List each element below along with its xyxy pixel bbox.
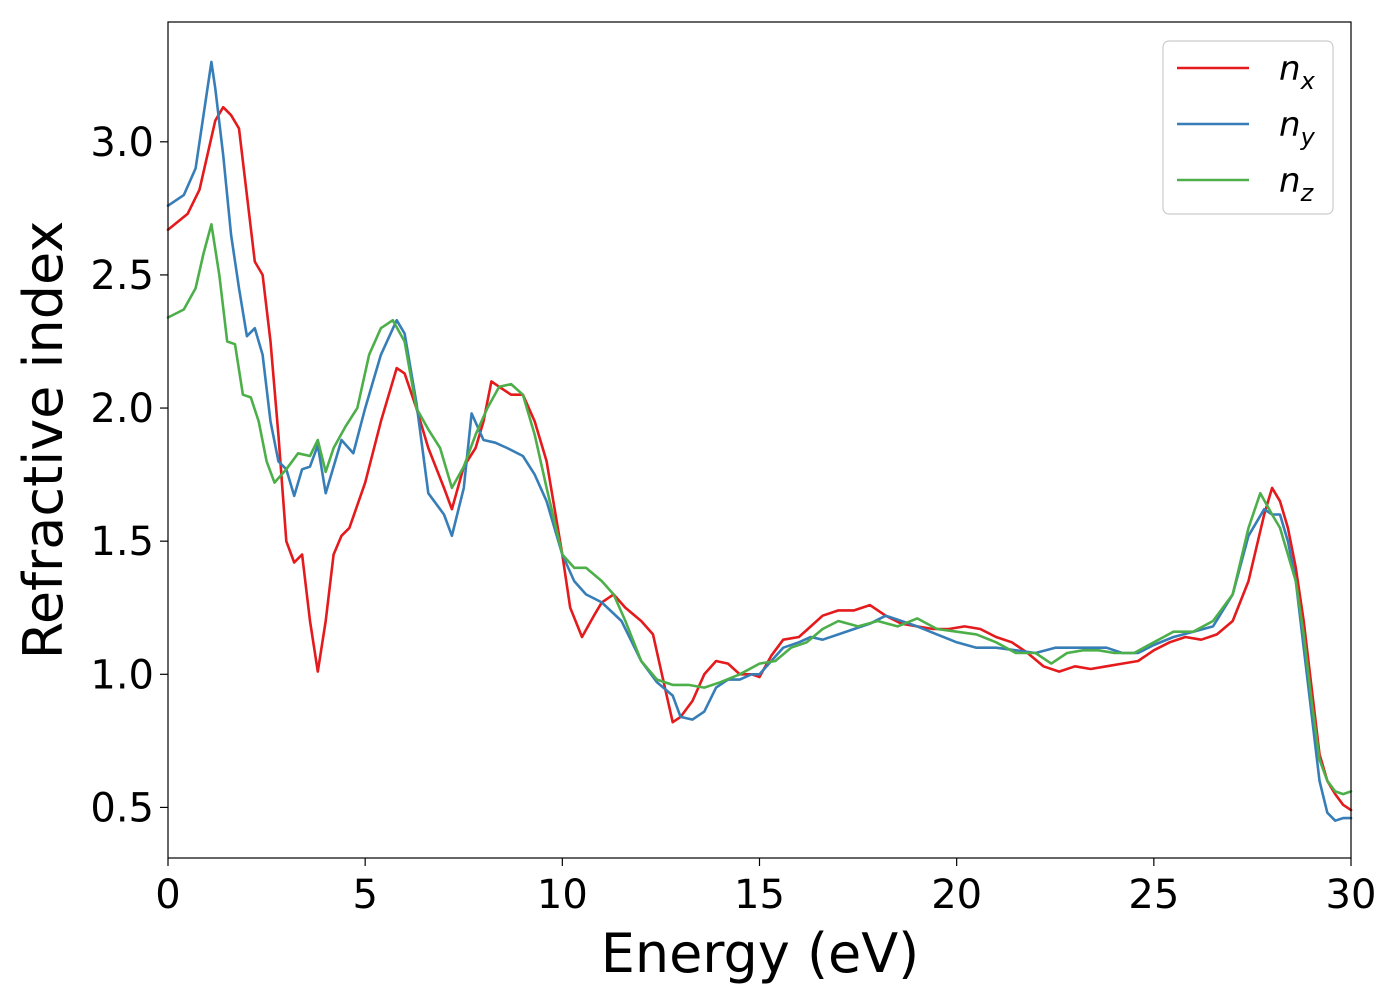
x-axis-title: Energy (eV) (601, 922, 920, 985)
x-tick-label: 25 (1128, 872, 1179, 918)
y-tick-label: 0.5 (90, 785, 154, 831)
x-tick-label: 5 (352, 872, 377, 918)
y-tick-label: 1.0 (90, 652, 154, 698)
x-tick-label: 15 (734, 872, 785, 918)
x-tick-label: 20 (931, 872, 982, 918)
y-tick-label: 1.5 (90, 519, 154, 565)
y-tick-label: 2.5 (90, 253, 154, 299)
y-tick-label: 2.0 (90, 386, 154, 432)
y-tick-label: 3.0 (90, 120, 154, 166)
x-tick-label: 0 (155, 872, 180, 918)
x-tick-label: 10 (537, 872, 588, 918)
x-tick-label: 30 (1326, 872, 1377, 918)
y-axis-title: Refractive index (12, 221, 75, 660)
